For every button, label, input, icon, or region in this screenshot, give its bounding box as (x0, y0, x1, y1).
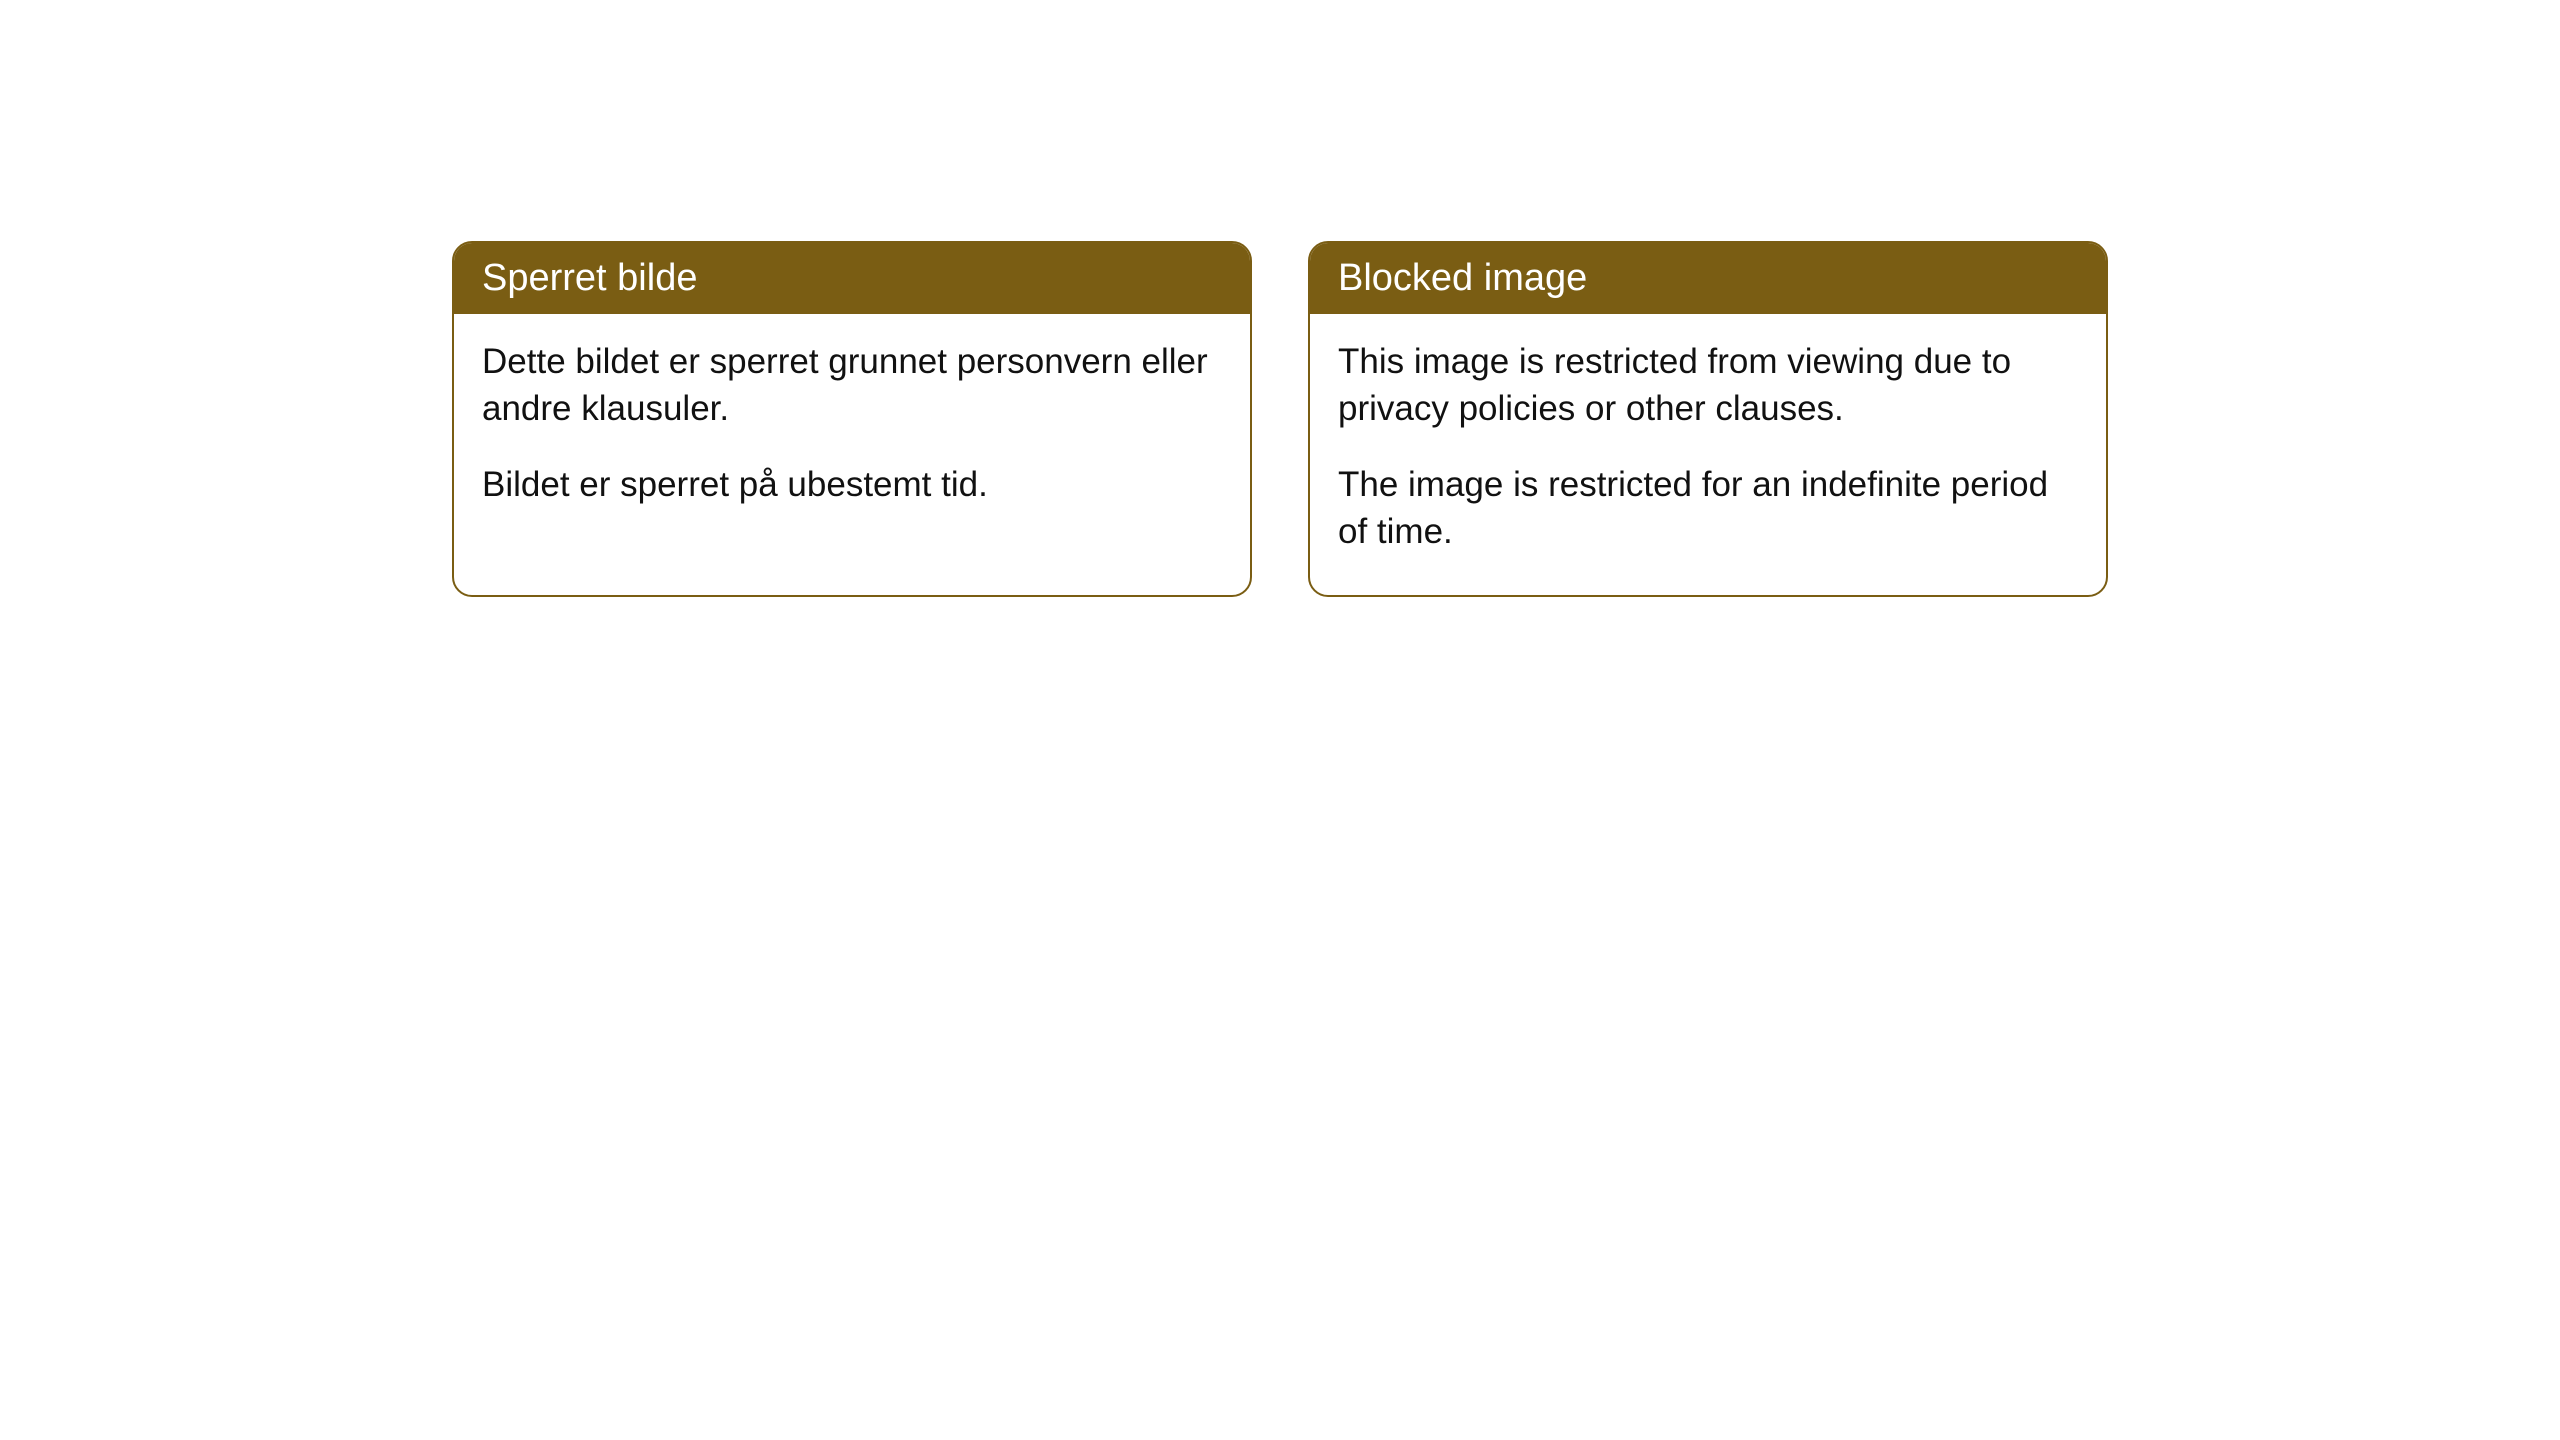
card-paragraph-no-2: Bildet er sperret på ubestemt tid. (482, 461, 1222, 508)
blocked-image-card-no: Sperret bilde Dette bildet er sperret gr… (452, 241, 1252, 597)
card-paragraph-no-1: Dette bildet er sperret grunnet personve… (482, 338, 1222, 433)
card-paragraph-en-1: This image is restricted from viewing du… (1338, 338, 2078, 433)
card-paragraph-en-2: The image is restricted for an indefinit… (1338, 461, 2078, 556)
card-body-en: This image is restricted from viewing du… (1310, 314, 2106, 595)
card-title-no: Sperret bilde (454, 243, 1250, 314)
blocked-image-card-en: Blocked image This image is restricted f… (1308, 241, 2108, 597)
card-body-no: Dette bildet er sperret grunnet personve… (454, 314, 1250, 548)
card-title-en: Blocked image (1310, 243, 2106, 314)
card-container: Sperret bilde Dette bildet er sperret gr… (0, 0, 2560, 597)
